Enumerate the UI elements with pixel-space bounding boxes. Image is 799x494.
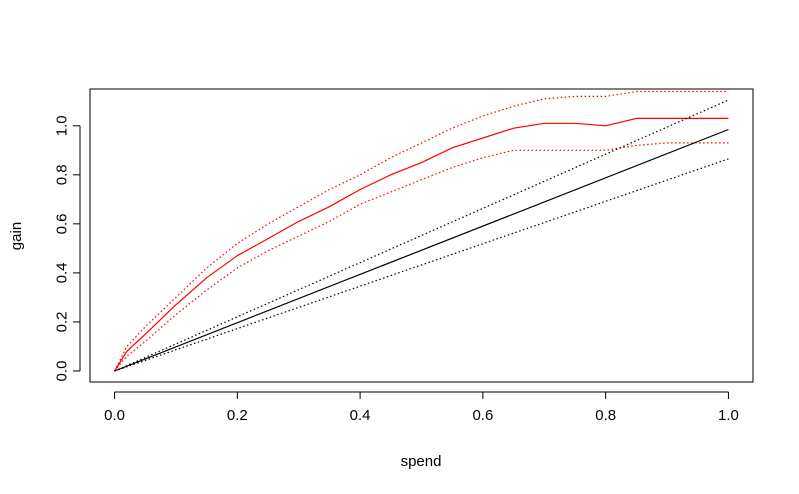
y-tick-label: 0.8 [54,164,71,185]
y-tick-label: 0.0 [53,361,70,382]
y-axis: 0.0 0.2 0.4 0.6 0.8 1.0 [53,115,81,382]
x-tick-label: 1.0 [718,407,739,424]
x-axis: 0.0 0.2 0.4 0.6 0.8 1.0 [104,391,739,424]
series-line-4 [114,99,729,372]
series-line-0 [114,117,729,372]
x-tick-label: 0.6 [472,407,493,424]
x-tick-label: 0.4 [350,407,371,424]
plot-frame [89,88,754,383]
y-tick-label: 0.4 [53,262,70,283]
y-tick-label: 0.6 [53,213,70,234]
series-layer [114,90,729,372]
series-line-2 [114,142,729,372]
x-axis-title: spend [401,453,442,470]
y-tick-label: 0.2 [54,311,71,332]
series-line-5 [114,158,729,372]
series-line-3 [114,128,729,372]
x-tick-label: 0.0 [104,407,125,424]
series-line-1 [114,90,729,372]
y-tick-label: 1.0 [53,115,70,136]
x-tick-label: 0.8 [595,407,616,424]
x-tick-label: 0.2 [227,407,248,424]
y-axis-title: gain [8,222,25,250]
